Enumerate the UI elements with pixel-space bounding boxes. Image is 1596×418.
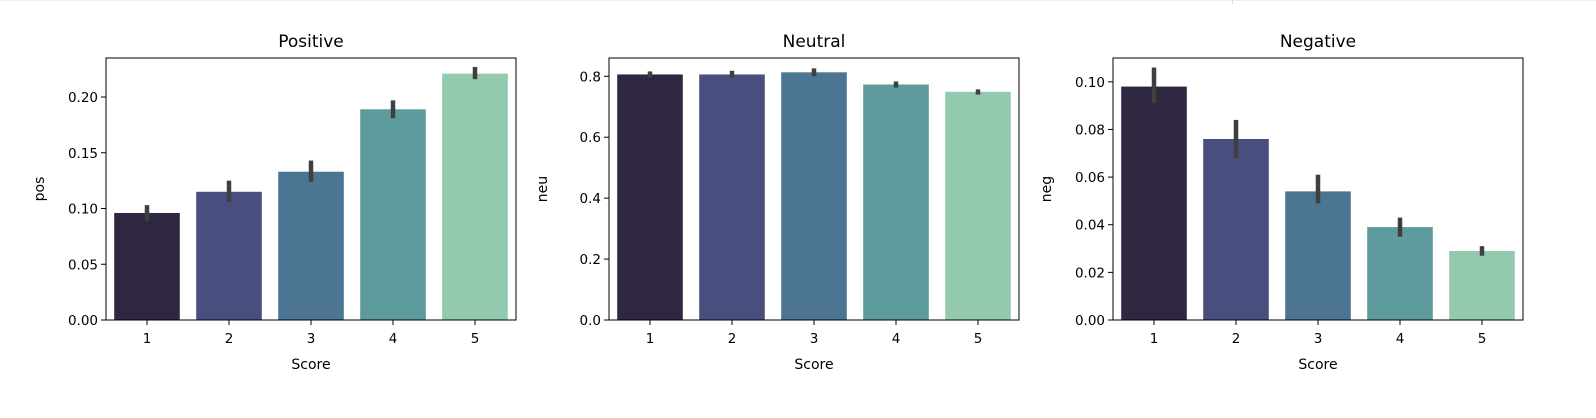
y-tick-label: 0.0 <box>580 313 601 329</box>
x-tick-label: 1 <box>646 331 655 347</box>
x-tick-label: 4 <box>389 331 398 347</box>
bar-2 <box>699 74 765 320</box>
x-tick-label: 5 <box>974 331 983 347</box>
bar-3 <box>781 72 847 320</box>
bar-5 <box>442 73 508 320</box>
x-tick-label: 2 <box>728 331 737 347</box>
x-tick-label: 4 <box>892 331 901 347</box>
chart-panel-positive: 0.00 0.05 0.10 0.15 0.20 1 2 3 4 5 Positive Score po… <box>32 32 517 373</box>
x-axis-label: Score <box>291 357 330 373</box>
chart-panel-neutral: 0.0 0.2 0.4 0.6 0.8 1 2 3 4 5 Neutral Score neu <box>535 32 1020 373</box>
x-tick-label: 1 <box>1150 331 1159 347</box>
x-tick-label: 1 <box>143 331 152 347</box>
x-tick-label: 4 <box>1396 331 1405 347</box>
bar-4 <box>863 84 929 320</box>
x-axis-label: Score <box>1298 357 1337 373</box>
y-tick-label: 0.20 <box>68 90 98 106</box>
chart-title: Positive <box>278 32 344 52</box>
bar-3 <box>1285 191 1351 320</box>
chart-title: Negative <box>1280 32 1356 52</box>
y-tick-label: 0.10 <box>1075 75 1105 91</box>
y-axis-label: neu <box>535 176 551 202</box>
x-tick-label: 3 <box>307 331 316 347</box>
bar-1 <box>1121 86 1187 320</box>
bar-1 <box>114 212 180 320</box>
bar-1 <box>617 74 683 320</box>
x-tick-label: 5 <box>1478 331 1487 347</box>
bar-5 <box>945 91 1011 320</box>
notebook-top-border <box>0 0 1596 1</box>
x-tick-label: 3 <box>810 331 819 347</box>
bar-2 <box>196 191 262 320</box>
bar-3 <box>278 171 344 320</box>
bar-5 <box>1449 250 1515 320</box>
y-tick-label: 0.06 <box>1075 170 1105 186</box>
y-tick-label: 0.4 <box>580 191 601 207</box>
x-tick-label: 5 <box>471 331 480 347</box>
y-tick-label: 0.8 <box>580 69 601 85</box>
y-tick-label: 0.02 <box>1075 265 1105 281</box>
notebook-divider-mark <box>1232 0 1233 4</box>
y-tick-label: 0.05 <box>68 257 98 273</box>
bar-4 <box>1367 227 1433 320</box>
x-tick-label: 2 <box>225 331 234 347</box>
y-tick-label: 0.08 <box>1075 122 1105 138</box>
y-tick-label: 0.00 <box>68 313 98 329</box>
y-tick-label: 0.04 <box>1075 218 1105 234</box>
y-tick-label: 0.15 <box>68 146 98 162</box>
x-tick-label: 3 <box>1314 331 1323 347</box>
y-tick-label: 0.6 <box>580 130 601 146</box>
bar-2 <box>1203 138 1269 320</box>
x-axis-label: Score <box>794 357 833 373</box>
y-axis-label: pos <box>32 177 48 202</box>
y-tick-label: 0.2 <box>580 252 601 268</box>
chart-title: Neutral <box>783 32 846 52</box>
x-tick-label: 2 <box>1232 331 1241 347</box>
y-tick-label: 0.10 <box>68 202 98 218</box>
bar-4 <box>360 109 426 321</box>
y-axis-label: neg <box>1039 176 1055 202</box>
chart-panel-negative: 0.00 0.02 0.04 0.06 0.08 0.10 1 2 3 4 5 Negative Sco… <box>1039 32 1524 373</box>
y-tick-label: 0.00 <box>1075 313 1105 329</box>
